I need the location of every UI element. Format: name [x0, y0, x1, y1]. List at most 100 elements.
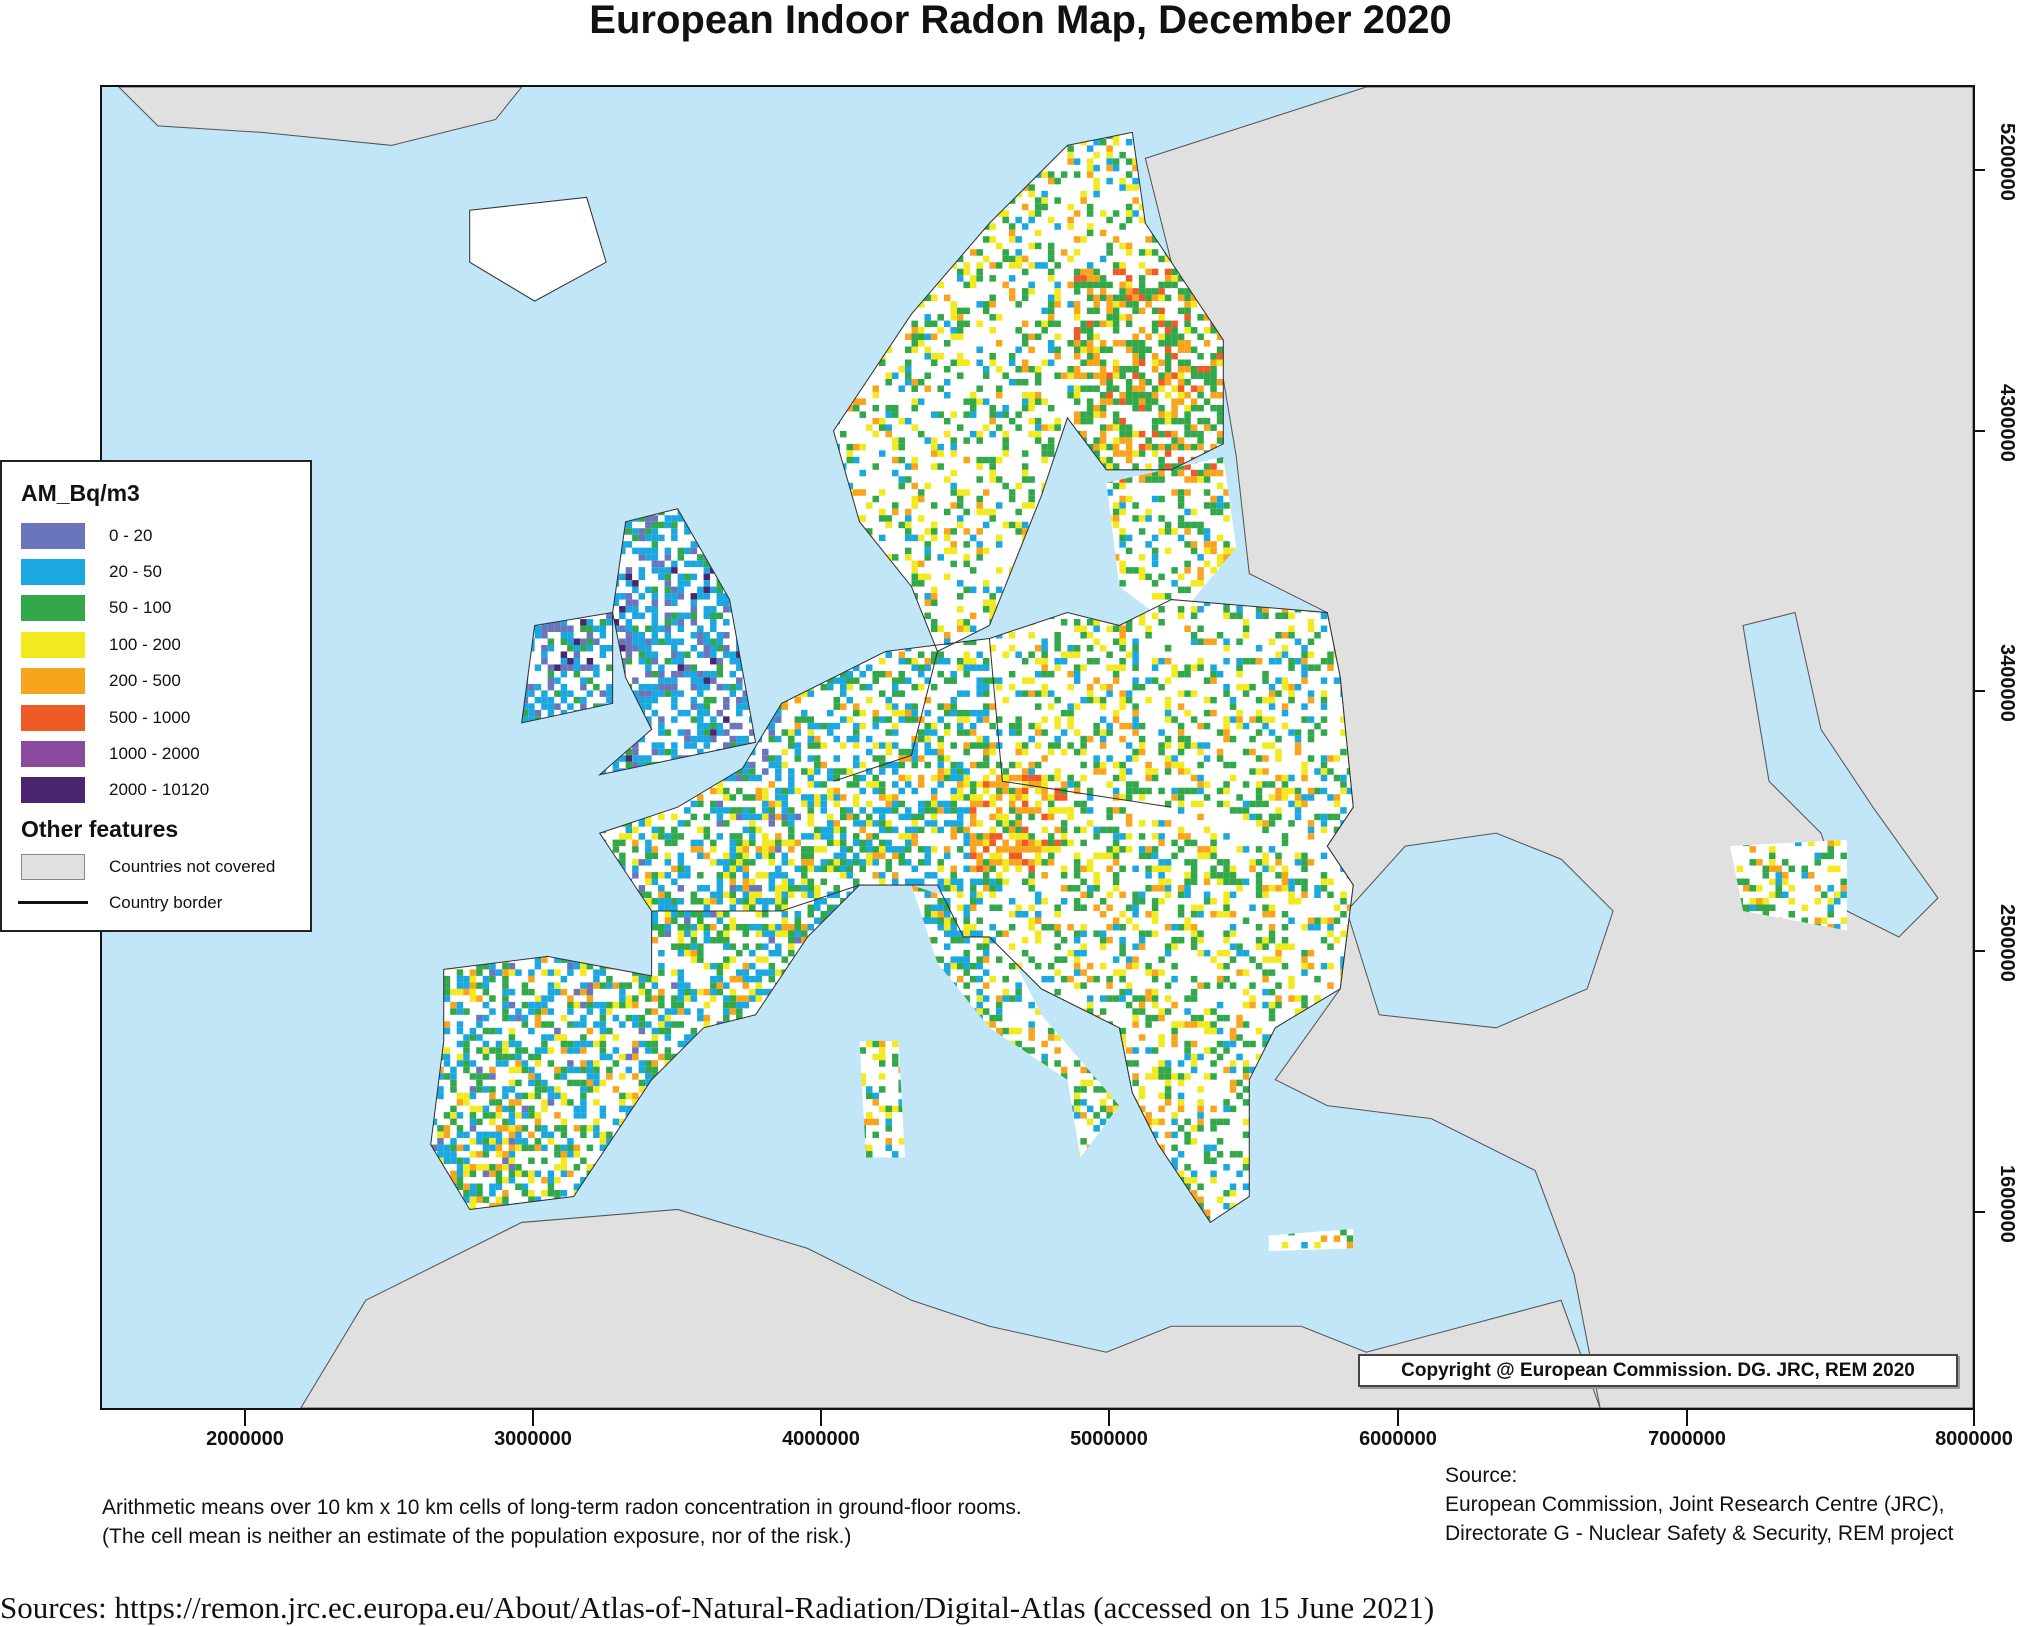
radon-cell [917, 301, 925, 308]
radon-cell [982, 236, 990, 243]
radon-cell [1203, 327, 1211, 334]
radon-cell [755, 424, 763, 431]
radon-cell [651, 515, 659, 522]
radon-cell [1164, 372, 1172, 379]
radon-cell [1197, 443, 1204, 451]
radon-cell [502, 398, 509, 405]
radon-cell [690, 476, 698, 483]
radon-cell [710, 216, 717, 224]
radon-cell [963, 508, 970, 516]
radon-cell [1015, 262, 1022, 269]
radon-cell [723, 482, 730, 490]
radon-cell [418, 496, 424, 502]
radon-cell [794, 359, 802, 366]
radon-cell [1171, 275, 1178, 282]
radon-cell [476, 151, 483, 159]
radon-cell [1138, 372, 1146, 379]
radon-cell [1067, 365, 1074, 373]
radon-cell [502, 365, 509, 373]
radon-cell [1203, 463, 1211, 470]
radon-cell [865, 132, 873, 139]
radon-cell [1080, 268, 1087, 276]
radon-cell [833, 255, 841, 263]
radon-cell [508, 158, 516, 165]
radon-cell [547, 294, 555, 302]
radon-cell [937, 443, 944, 451]
radon-cell [775, 340, 782, 347]
radon-cell [1041, 171, 1048, 178]
radon-cell [995, 365, 1003, 373]
radon-cell [1125, 249, 1133, 256]
radon-cell [1086, 385, 1094, 392]
radon-cell [904, 294, 912, 302]
radon-cell [489, 327, 496, 334]
radon-cell [950, 450, 957, 457]
radon-cell [710, 534, 717, 542]
radon-cell [840, 301, 847, 308]
radon-cell [651, 541, 659, 548]
radon-cell [456, 398, 464, 405]
radon-cell [1158, 411, 1165, 418]
radon-cell [443, 398, 451, 405]
radon-cell [1008, 288, 1016, 295]
radon-cell [534, 430, 542, 438]
radon-cell [833, 372, 841, 379]
radon-cell [508, 521, 516, 529]
radon-cell [898, 281, 905, 289]
radon-cell [1093, 275, 1100, 282]
radon-cell [898, 184, 905, 191]
radon-cell [437, 236, 444, 243]
radon-cell [989, 301, 996, 308]
radon-cell [950, 482, 957, 490]
radon-cell [1184, 430, 1191, 438]
radon-cell [924, 346, 931, 354]
radon-cell [950, 236, 957, 243]
radon-cell [788, 203, 795, 211]
radon-cell [820, 404, 828, 412]
radon-cell [430, 456, 438, 464]
radon-cell [469, 398, 477, 405]
radon-cell [515, 197, 522, 204]
radon-cell [489, 164, 496, 172]
radon-cell [1190, 132, 1198, 139]
radon-cell [1158, 359, 1165, 366]
radon-cell [489, 320, 496, 328]
radon-cell [1145, 476, 1152, 483]
radon-cell [1177, 469, 1185, 477]
radon-cell [424, 334, 430, 340]
radon-cell [1171, 430, 1178, 438]
radon-cell [1223, 515, 1230, 522]
radon-cell [625, 456, 633, 464]
radon-cell [729, 521, 737, 529]
radon-cell [801, 145, 808, 152]
radon-cell [1138, 327, 1146, 334]
radon-cell [599, 359, 607, 366]
radon-cell [710, 151, 717, 159]
radon-cell [625, 528, 633, 535]
radon-cell [697, 294, 704, 302]
radon-cell [956, 515, 964, 522]
radon-cell [930, 197, 938, 204]
radon-cell [950, 327, 957, 334]
radon-cell [749, 547, 756, 555]
radon-cell [872, 288, 879, 295]
radon-cell [762, 223, 769, 230]
radon-cell [716, 255, 724, 263]
radon-cell [749, 288, 756, 295]
radon-cell [437, 482, 444, 490]
radon-cell [502, 417, 509, 425]
radon-cell [703, 469, 711, 477]
radon-cell [703, 534, 711, 542]
radon-cell [580, 184, 587, 191]
radon-cell [437, 307, 444, 315]
radon-cell [865, 164, 873, 172]
radon-cell [1080, 281, 1087, 289]
radon-cell [807, 502, 815, 509]
radon-cell [651, 404, 659, 412]
radon-cell [801, 385, 808, 392]
radon-cell [697, 164, 704, 172]
radon-cell [729, 534, 737, 542]
radon-cell [1093, 502, 1100, 509]
radon-cell [762, 294, 769, 302]
radon-cell [573, 177, 581, 185]
